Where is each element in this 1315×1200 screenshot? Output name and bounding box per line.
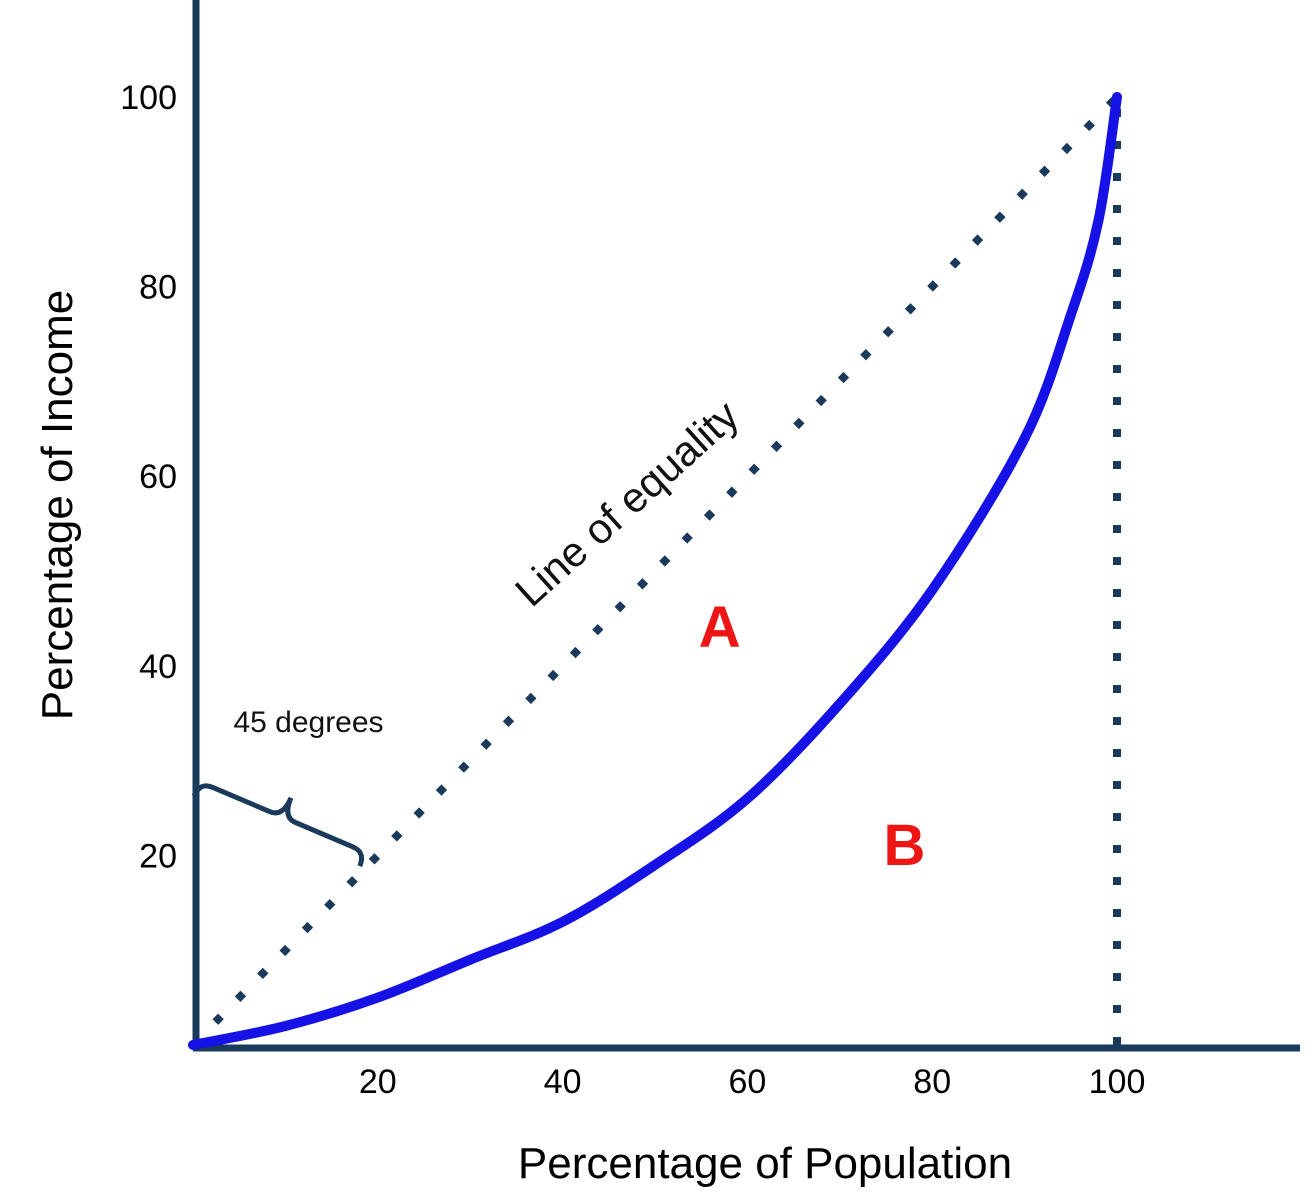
lorenz-curve — [188, 92, 1122, 1050]
equality-line — [190, 94, 1120, 1048]
x-tick-label: 60 — [728, 1063, 766, 1101]
x-tick-label: 80 — [913, 1063, 951, 1101]
x-tick-label: 40 — [544, 1063, 582, 1101]
y-tick-label: 80 — [139, 269, 177, 307]
line-of-equality-label: Line of equality — [506, 391, 747, 615]
x-tick-labels: 20 40 60 80 100 — [359, 1063, 1145, 1101]
x-tick-label: 100 — [1089, 1063, 1146, 1101]
y-tick-label: 100 — [120, 79, 177, 117]
y-tick-label: 40 — [139, 648, 177, 686]
y-tick-label: 60 — [139, 458, 177, 496]
x-axis-title: Percentage of Population — [518, 1139, 1012, 1188]
angle-label: 45 degrees — [233, 706, 383, 739]
y-tick-labels: 20 40 60 80 100 — [120, 79, 177, 875]
x-tick-label: 20 — [359, 1063, 397, 1101]
y-tick-label: 20 — [139, 837, 177, 875]
region-b-label: B — [884, 813, 926, 878]
angle-brace — [191, 783, 365, 868]
region-a-label: A — [699, 595, 741, 660]
y-axis-title: Percentage of Income — [33, 290, 82, 720]
